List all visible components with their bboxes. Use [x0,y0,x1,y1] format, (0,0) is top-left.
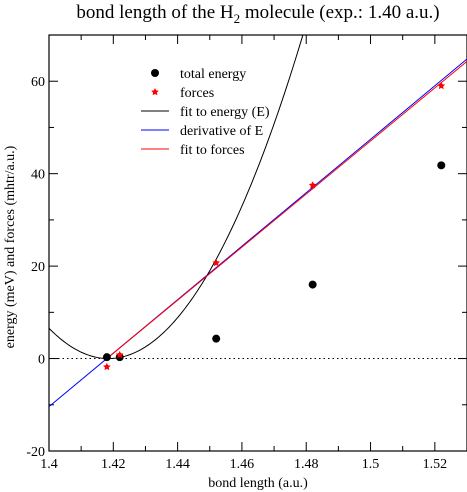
x-tick-label: 1.44 [165,457,190,472]
data-point-total-energy [102,353,111,362]
x-tick-label: 1.52 [423,457,448,472]
y-tick-label: 0 [38,353,45,368]
legend-marker-total-energy [151,69,159,77]
chart-title: bond length of the H2 molecule (exp.: 1.… [76,2,439,26]
legend-label: forces [180,86,214,101]
legend-label: fit to forces [180,143,245,158]
data-point-total-energy [308,280,317,289]
legend-label: fit to energy (E) [180,105,270,120]
series-line-4 [106,60,467,359]
y-axis-label: energy (meV) and forces (mhtr/a.u.) [3,145,18,348]
legend-label: total energy [180,67,246,82]
x-tick-label: 1.48 [294,457,319,472]
data-point-forces [437,81,446,90]
legend-marker-forces [151,88,159,96]
legend: total energy forces fit to energy (E) deriv… [141,67,270,158]
axes: 1.4 1.42 1.44 1.46 1.48 1.5 1.52 -20 0 20 40 60 [26,34,467,472]
x-axis-label: bond length (a.u.) [208,476,308,491]
y-tick-label: 60 [31,75,45,90]
y-tick-label: 40 [31,168,45,183]
plot-frame [48,34,467,452]
series-layer [49,35,467,408]
chart-title-subscript: 2 [234,11,241,26]
data-point-forces [212,258,220,267]
data-point-forces [103,362,111,371]
x-tick-label: 1.42 [101,457,126,472]
series-curve-energy-fit [49,35,304,360]
data-point-total-energy [212,334,221,343]
chart-title-rest: molecule (exp.: 1.40 a.u.) [240,2,439,23]
legend-label: derivative of E [180,124,263,139]
y-tick-label: -20 [26,445,45,460]
data-point-forces [308,181,317,189]
x-tick-label: 1.46 [230,457,255,472]
x-tick-label: 1.5 [362,457,380,472]
data-point-total-energy [437,161,446,170]
x-tick-label: 1.4 [40,457,58,472]
y-tick-label: 20 [31,260,45,275]
data-point-forces [115,350,124,359]
chart-title-main: bond length of the H [76,2,234,23]
